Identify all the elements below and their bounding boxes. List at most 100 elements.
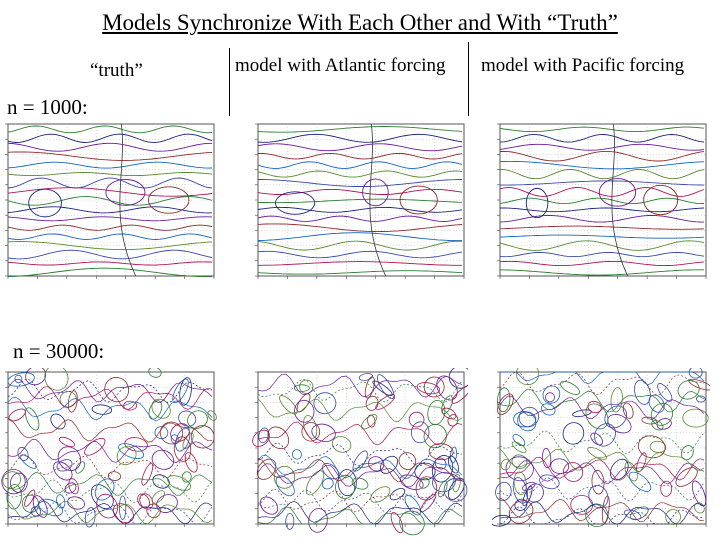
contour-line: [499, 160, 705, 170]
contour-line: [499, 150, 705, 162]
contour-line: [257, 506, 463, 525]
contour-cell: [351, 477, 369, 490]
plot-atlantic-n1000: [250, 120, 468, 288]
contour-cell: [367, 414, 376, 428]
contour-line: [7, 224, 213, 231]
contour-line: [7, 177, 213, 189]
contour-cell: [515, 368, 540, 386]
contour-cell: [434, 457, 447, 470]
contour-line: [499, 143, 705, 151]
contour-cell: [448, 368, 468, 389]
contour-cell: [416, 382, 441, 395]
contour-line: [499, 395, 705, 420]
contour-cell: [675, 467, 698, 487]
contour-cell: [187, 410, 208, 429]
contour-cell: [148, 400, 163, 420]
contour-cell: [28, 188, 62, 218]
contour-cell: [517, 411, 537, 432]
contour-line: [257, 133, 463, 143]
contour-line: [7, 261, 213, 266]
contour-cell: [414, 462, 436, 481]
contour-cell: [337, 469, 357, 497]
contour-line: [7, 216, 213, 222]
contour-line: [257, 373, 463, 398]
contour-cell: [362, 178, 389, 207]
contour-cell: [24, 489, 36, 507]
contour-cell: [56, 459, 73, 472]
contour-cell: [591, 469, 605, 495]
contour-cell: [399, 510, 425, 536]
contour-cell: [19, 454, 37, 469]
contour-cell: [560, 380, 580, 395]
contour-cell: [665, 509, 681, 525]
contour-line: [257, 215, 463, 222]
contour-line: [257, 170, 463, 178]
contour-cell: [562, 422, 585, 445]
contour-cell: [148, 368, 162, 378]
contour-line: [611, 123, 629, 277]
contour-cell: [660, 480, 673, 497]
contour-line: [257, 457, 463, 483]
contour-line: [499, 448, 705, 472]
contour-cell: [643, 184, 679, 216]
contour-line: [257, 454, 463, 480]
contour-cell: [585, 503, 609, 528]
contour-cell: [423, 376, 445, 398]
contour-line: [499, 225, 705, 230]
contour-cell: [156, 494, 178, 513]
contour-line: [499, 501, 705, 525]
contour-map-truth-n30000: [1, 368, 217, 528]
contour-cell: [522, 485, 533, 507]
contour-line: [499, 126, 705, 133]
contour-cell: [522, 481, 536, 491]
contour-cell: [258, 427, 270, 444]
contour-line: [7, 241, 213, 251]
contour-cell: [38, 498, 63, 517]
contour-cell: [25, 368, 47, 386]
contour-cell: [376, 374, 395, 399]
contour-cell: [44, 368, 69, 391]
contour-cell: [419, 477, 430, 489]
plot-pacific-n30000: [492, 368, 710, 536]
contour-cell: [505, 456, 534, 482]
contour-line: [499, 430, 705, 454]
contour-cell: [301, 422, 321, 442]
contour-line: [257, 421, 463, 446]
contour-line: [257, 188, 463, 195]
contour-line: [499, 477, 705, 502]
plot-atlantic-n30000: [250, 368, 468, 536]
contour-cell: [118, 443, 145, 459]
contour-map-pacific-n30000: [492, 368, 710, 528]
contour-cell: [390, 512, 404, 534]
contour-line: [258, 179, 462, 187]
contour-cell: [628, 471, 652, 492]
contour-cell: [682, 408, 709, 428]
contour-cell: [585, 403, 609, 430]
contour-line: [500, 180, 705, 186]
contour-line: [7, 133, 213, 143]
contour-line: [499, 187, 705, 197]
contour-cell: [450, 446, 457, 464]
contour-line: [257, 398, 463, 422]
contour-cell: [550, 458, 570, 475]
column-divider-left: [229, 48, 230, 116]
contour-cell: [170, 423, 190, 442]
contour-cell: [30, 506, 42, 517]
contour-line: [499, 456, 705, 481]
contour-cell: [513, 471, 527, 495]
contour-line: [499, 371, 705, 396]
contour-cell: [513, 411, 537, 428]
contour-cell: [67, 496, 85, 510]
contour-cell: [119, 495, 127, 520]
contour-line: [257, 442, 463, 467]
contour-map-truth-n1000: [5, 123, 215, 279]
contour-line: [7, 378, 213, 404]
contour-cell: [587, 400, 602, 414]
contour-line: [257, 152, 463, 160]
contour-cell: [7, 372, 35, 387]
column-label-pacific: model with Pacific forcing: [481, 55, 685, 76]
contour-cell: [399, 185, 438, 215]
contour-cell: [335, 474, 356, 499]
contour-cell: [368, 456, 385, 472]
contour-cell: [104, 377, 130, 403]
